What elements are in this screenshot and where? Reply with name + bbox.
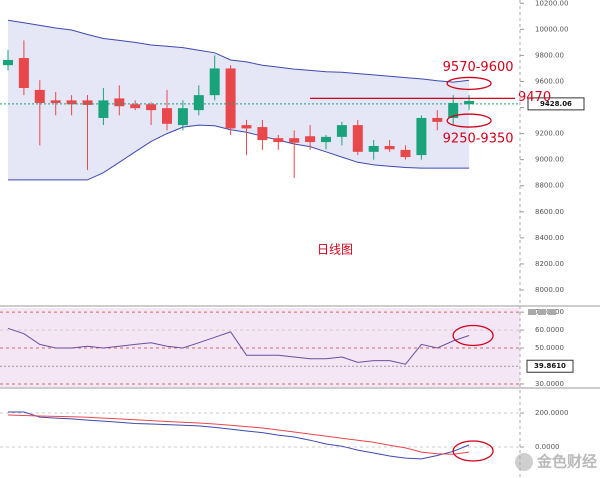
y-tick-label: 9800.00	[535, 51, 564, 59]
candle-body	[177, 108, 188, 126]
y-tick-label: 30.0000	[535, 380, 564, 388]
y-tick-label: 60.0000	[535, 326, 564, 334]
candle-body	[193, 95, 204, 111]
candle-body	[368, 145, 379, 152]
candle-body	[321, 136, 331, 143]
marker-box	[526, 359, 574, 373]
candle-body	[257, 127, 268, 141]
panel-button[interactable]	[548, 309, 556, 315]
candle-body	[34, 89, 45, 103]
y-tick-label: 8400.00	[535, 234, 564, 242]
candle-body	[384, 145, 395, 150]
candle-body	[3, 59, 13, 66]
candle-body	[448, 102, 459, 118]
candle-body	[305, 136, 316, 143]
last-price-box	[527, 97, 585, 111]
band-line	[8, 124, 470, 181]
y-tick-label: 10200.00	[535, 0, 568, 7]
candle-body	[241, 125, 252, 129]
y-tick-label: 8600.00	[535, 208, 564, 216]
candle-body	[464, 101, 475, 105]
macd-panel: 200.0000 0.0000 金色财经	[0, 409, 597, 471]
candle-body	[336, 125, 347, 137]
annotation-label: 9470	[518, 90, 551, 105]
annotation-label: 9570-9600	[443, 60, 514, 75]
y-tick-label: 9000.00	[535, 156, 564, 164]
candle-body	[82, 100, 93, 105]
annotation-label: 9250-9350	[443, 132, 514, 147]
watermark-logo	[515, 453, 533, 471]
candle-body	[352, 125, 363, 152]
y-tick-label: 200.0000	[535, 409, 568, 417]
candle-body	[416, 117, 427, 156]
candle-body	[225, 68, 236, 129]
candle-body	[114, 98, 125, 107]
highlight-ellipse	[452, 440, 494, 462]
watermark: 金色财经	[536, 453, 597, 471]
series-line	[7, 414, 470, 455]
candle-body	[130, 104, 141, 109]
series-line	[7, 327, 470, 365]
candle-body	[98, 100, 109, 118]
candle-body	[432, 117, 443, 122]
candle-body	[209, 68, 220, 96]
panel-button[interactable]	[538, 309, 546, 315]
marker-label: 39.8610	[534, 362, 566, 370]
y-tick-label: 8800.00	[535, 182, 564, 190]
y-tick-label: 9600.00	[535, 77, 564, 85]
annotation-ellipse	[446, 113, 492, 128]
candle-body	[162, 108, 172, 124]
panel-button[interactable]	[528, 309, 536, 315]
band-line	[7, 19, 470, 83]
candle-body	[146, 104, 157, 111]
y-tick-label: 9200.00	[535, 130, 564, 138]
y-tick-label: 8200.00	[535, 260, 564, 268]
candle-body	[50, 100, 61, 103]
series-line	[8, 411, 470, 460]
y-tick-label: 0.0000	[535, 443, 560, 451]
chart-title: 日线图	[317, 243, 353, 257]
y-tick-label: 10000.00	[535, 25, 568, 33]
annotation-ellipse	[446, 76, 492, 91]
price-panel: 10200.0010000.009800.009600.009400.00920…	[0, 0, 585, 294]
last-price-label: 9428.06	[540, 100, 572, 108]
candle-body	[289, 138, 300, 143]
candle-body	[400, 149, 411, 158]
y-tick-label: 50.0000	[535, 344, 564, 352]
candle-body	[273, 138, 284, 143]
y-tick-label: 8000.00	[535, 286, 564, 294]
highlight-ellipse	[452, 324, 494, 347]
candle-body	[18, 58, 29, 88]
candle-body	[66, 100, 77, 105]
